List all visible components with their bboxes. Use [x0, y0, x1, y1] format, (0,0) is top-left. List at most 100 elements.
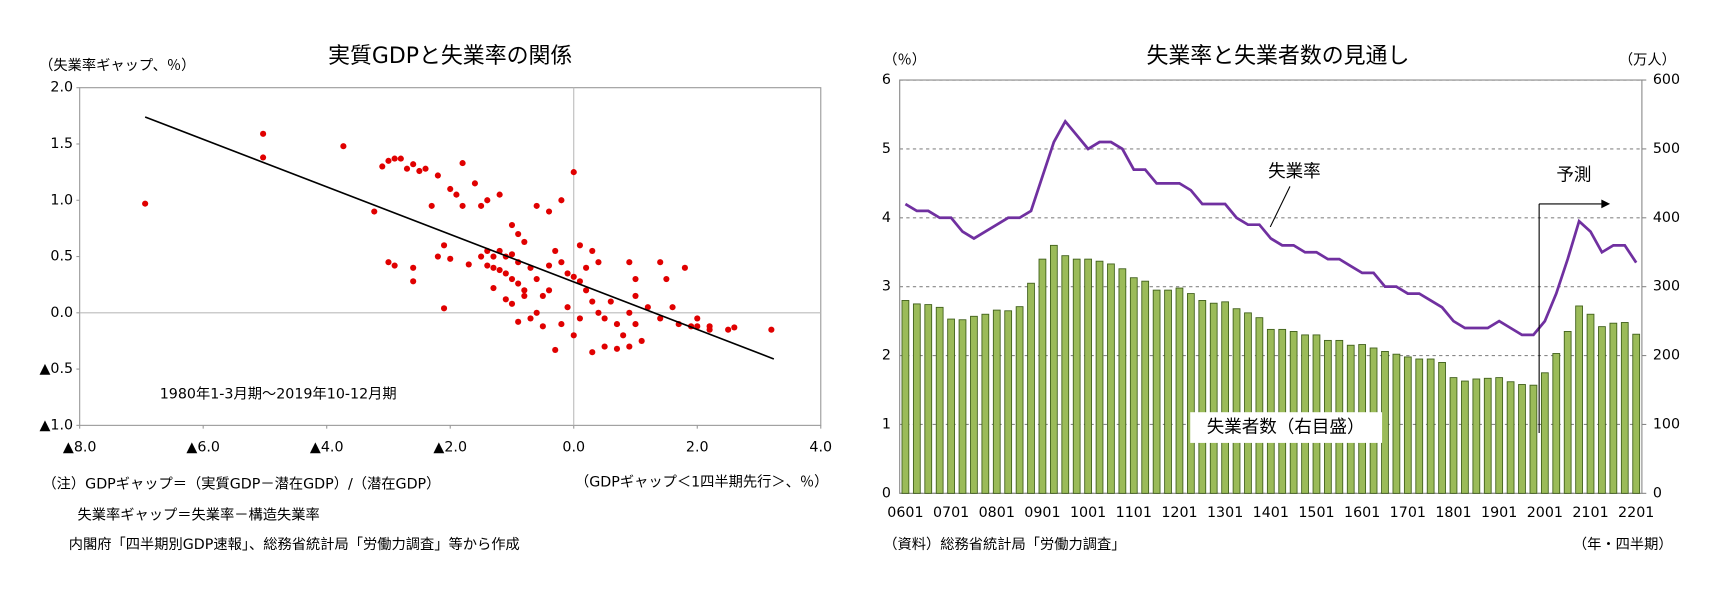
y2-tick-label: 100	[1653, 416, 1680, 432]
bar	[912, 303, 921, 494]
bar	[947, 318, 955, 494]
bar	[1038, 258, 1047, 494]
scatter-point	[385, 157, 392, 164]
legend-bg	[1190, 412, 1383, 443]
x-tick-label: ▲4.0	[310, 439, 344, 455]
bar	[1575, 305, 1583, 494]
arrow-head	[1601, 199, 1611, 209]
bar	[1255, 317, 1264, 494]
bar	[1049, 244, 1058, 494]
x-tick-label: 0.0	[562, 439, 585, 455]
note: 内閣府「四半期別GDP速報」、総務省統計局「労働力調査」等から作成	[69, 535, 520, 553]
x-tick-label: 2201	[1618, 505, 1654, 521]
scatter-point	[515, 230, 522, 238]
bar	[1426, 358, 1435, 494]
scatter-point	[731, 324, 738, 331]
label-pointer	[1269, 186, 1291, 228]
bar	[935, 306, 944, 494]
scatter-point	[428, 202, 435, 209]
chart-title: 実質GDPと失業率の関係	[328, 44, 572, 69]
bar	[1529, 384, 1538, 494]
scatter-point	[595, 259, 602, 266]
scatter-point	[638, 337, 645, 345]
scatter-point	[564, 270, 571, 277]
scatter-point	[478, 202, 485, 209]
scatter-point	[632, 275, 639, 283]
line	[904, 118, 1638, 337]
y-tick-label: 5	[882, 141, 891, 157]
scatter-point	[490, 284, 497, 292]
y2-tick-label: 200	[1653, 348, 1680, 364]
scatter-point	[416, 167, 423, 175]
scatter-point	[410, 264, 417, 271]
y2-tick-label: 400	[1653, 210, 1680, 226]
bar	[924, 304, 933, 494]
scatter-point	[527, 315, 534, 322]
scatter-point	[626, 343, 633, 350]
y-tick-label: 1.5	[50, 136, 73, 152]
bar	[981, 313, 990, 494]
x-tick-label: 1301	[1207, 505, 1243, 521]
bar	[1586, 313, 1595, 494]
scatter-point	[391, 262, 398, 269]
scatter-point	[484, 197, 491, 204]
x-tick-label: 0901	[1024, 505, 1060, 521]
scatter-point	[502, 270, 509, 277]
bar	[1598, 326, 1606, 494]
scatter-point	[410, 278, 417, 285]
bar	[1118, 268, 1127, 494]
scatter-point	[471, 180, 478, 187]
y-tick-label: 6	[882, 72, 891, 88]
scatter-point	[681, 264, 688, 271]
bar	[1632, 333, 1641, 494]
bar	[1415, 358, 1424, 494]
scatter-point	[508, 275, 516, 283]
bar	[1552, 353, 1561, 494]
scatter-point	[459, 202, 466, 209]
scatter-point	[632, 320, 639, 328]
scatter-point	[725, 326, 732, 333]
forecast-label: 予測	[1556, 165, 1591, 185]
x-tick-label: ▲8.0	[63, 439, 97, 455]
bar	[1107, 263, 1115, 494]
scatter-point	[589, 349, 596, 356]
scatter-point	[260, 130, 267, 137]
y-axis-label: （％）	[883, 51, 926, 68]
scatter-point	[539, 323, 546, 330]
scatter-point	[515, 280, 522, 287]
x-axis-label: （年・四半期）	[1573, 536, 1673, 553]
scatter-point	[626, 259, 633, 266]
scatter-point	[613, 345, 621, 352]
scatter-point	[583, 287, 590, 294]
y2-axis-label: （万人）	[1619, 51, 1676, 68]
scatter-point	[340, 143, 347, 150]
bar	[1449, 377, 1458, 494]
bar	[970, 315, 978, 494]
bar	[1563, 331, 1572, 494]
bar	[1461, 380, 1469, 494]
scatter-point	[440, 242, 448, 249]
x-tick-label: 2101	[1572, 505, 1608, 521]
x-tick-label: 0701	[933, 505, 969, 521]
bar	[1472, 378, 1481, 494]
scatter-point	[576, 278, 583, 285]
y-tick-label: 4	[882, 210, 891, 226]
bar	[1084, 258, 1092, 494]
y-tick-label: ▲0.5	[39, 361, 73, 377]
scatter-point	[459, 160, 466, 167]
scatter-point	[768, 326, 775, 333]
x-tick-label: ▲2.0	[433, 439, 467, 455]
scatter-point	[601, 315, 608, 322]
x-tick-label: 2001	[1527, 505, 1563, 521]
scatter-point	[595, 309, 602, 316]
scatter-point	[453, 191, 460, 198]
bar	[1027, 282, 1035, 494]
scatter-point	[620, 332, 627, 339]
scatter-point	[490, 253, 497, 260]
scatter-point	[142, 200, 149, 207]
bar	[1266, 328, 1275, 494]
y2-tick-label: 0	[1653, 485, 1662, 501]
note: （注）GDPギャップ＝（実質GDP－潜在GDP）/（潜在GDP）	[42, 475, 440, 493]
scatter-point	[521, 238, 528, 245]
